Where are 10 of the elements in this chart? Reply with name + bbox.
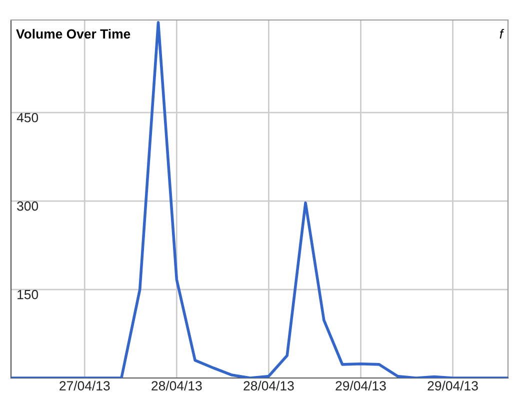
- x-tick-label: 27/04/13: [60, 380, 110, 390]
- annotation: f: [500, 28, 504, 39]
- x-tick-label: 29/04/13: [336, 380, 386, 390]
- text: Volume Over Time: [16, 28, 130, 39]
- y-tick-label: 450: [16, 112, 38, 122]
- y-tick-label: 150: [18, 290, 38, 300]
- x-tick-label: 29/04/13: [428, 380, 478, 390]
- x-tick-label: 28/04/13: [152, 380, 202, 390]
- x-tick-label: 28/04/13: [244, 380, 294, 390]
- y-tick-label: 300: [17, 201, 38, 211]
